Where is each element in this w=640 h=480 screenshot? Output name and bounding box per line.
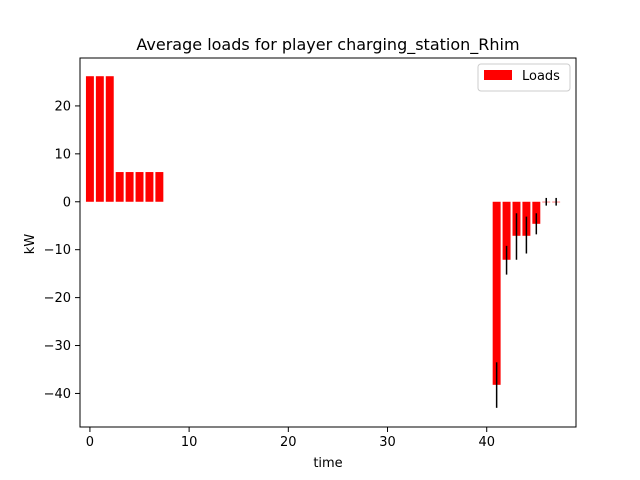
bars-layer [85,76,561,385]
x-tick-label-1: 10 [181,435,198,450]
x-tick-label-4: 40 [478,435,495,450]
bar-8 [492,201,501,385]
bar-9 [502,201,511,260]
bar-6 [145,172,154,202]
legend-label: Loads [522,69,560,84]
y-tick-label-0: 20 [54,99,71,114]
y-tick-label-4: −20 [44,291,71,306]
x-tick-label-3: 30 [379,435,396,450]
chart-title: Average loads for player charging_statio… [136,35,519,55]
axes-layer: 0 10 20 30 40 20 10 0 −10 −20 −30 −40 [44,57,577,450]
y-tick-label-2: 0 [63,195,71,210]
bar-5 [135,172,144,202]
bar-0 [85,76,94,202]
bar-7 [155,172,164,202]
bar-3 [115,172,124,202]
y-tick-label-6: −40 [44,387,71,402]
bar-2 [105,76,114,202]
errorbars-layer [495,197,557,408]
plot-frame [79,57,577,428]
bar-4 [125,172,134,202]
legend-swatch [484,70,512,80]
x-axis-label: time [313,456,342,471]
bar-12 [532,201,541,224]
y-tick-label-5: −30 [44,339,71,354]
y-axis-label: kW [23,234,38,255]
legend: Loads [477,63,571,92]
x-tick-label-2: 20 [280,435,297,450]
bar-1 [95,76,104,202]
x-tick-label-0: 0 [86,435,94,450]
y-tick-label-3: −10 [44,243,71,258]
y-tick-label-1: 10 [54,147,71,162]
